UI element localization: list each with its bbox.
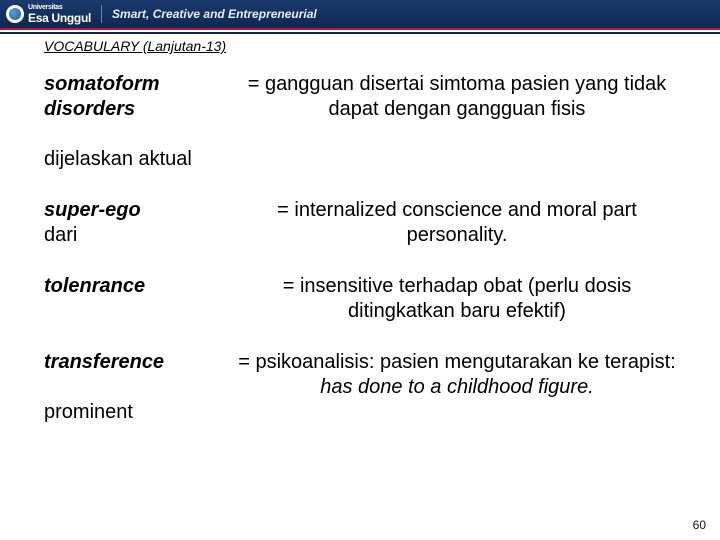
section-title: VOCABULARY (Lanjutan-13) <box>44 38 720 54</box>
section-title-suffix: (Lanjutan-13) <box>139 38 226 54</box>
term-plain: dari <box>44 224 77 246</box>
term-bold: transference <box>44 351 164 373</box>
section-title-main: VOCABULARY <box>44 38 139 54</box>
header-divider <box>101 5 102 23</box>
term-bold: somatoform disorders <box>44 73 160 120</box>
logo-text: Universitas Esa Unggul <box>28 4 91 25</box>
term-plain: prominent <box>44 401 133 423</box>
page-number: 60 <box>693 518 706 532</box>
term-bold: tolenrance <box>44 275 145 297</box>
term-bold: super-ego <box>44 199 141 221</box>
vocab-content: somatoform disorders dijelaskan aktual =… <box>0 54 720 425</box>
logo-small: Universitas <box>28 4 91 11</box>
vocab-term: tolenrance <box>44 274 234 299</box>
vocab-term: transference prominent <box>44 350 234 425</box>
def-prefix: = psikoanalisis: pasien mengutarakan ke … <box>238 351 675 373</box>
header-stripe <box>0 28 720 34</box>
vocab-row: super-ego dari = internalized conscience… <box>44 198 680 248</box>
vocab-row: tolenrance = insensitive terhadap obat (… <box>44 274 680 324</box>
logo-main: Esa Unggul <box>28 11 91 25</box>
term-plain: dijelaskan aktual <box>44 148 192 170</box>
slide-header: Universitas Esa Unggul Smart, Creative a… <box>0 0 720 28</box>
vocab-term: super-ego dari <box>44 198 234 248</box>
vocab-def: = insensitive terhadap obat (perlu dosis… <box>234 274 680 324</box>
tagline: Smart, Creative and Entrepreneurial <box>112 7 317 21</box>
vocab-row: somatoform disorders dijelaskan aktual =… <box>44 72 680 172</box>
vocab-term: somatoform disorders dijelaskan aktual <box>44 72 234 172</box>
vocab-def: = internalized conscience and moral part… <box>234 198 680 248</box>
logo: Universitas Esa Unggul <box>6 4 91 25</box>
def-italic: has done to a childhood figure. <box>320 376 594 398</box>
logo-mark <box>6 5 24 23</box>
vocab-def: = psikoanalisis: pasien mengutarakan ke … <box>234 350 680 400</box>
vocab-def: = gangguan disertai simtoma pasien yang … <box>234 72 680 122</box>
vocab-row: transference prominent = psikoanalisis: … <box>44 350 680 425</box>
